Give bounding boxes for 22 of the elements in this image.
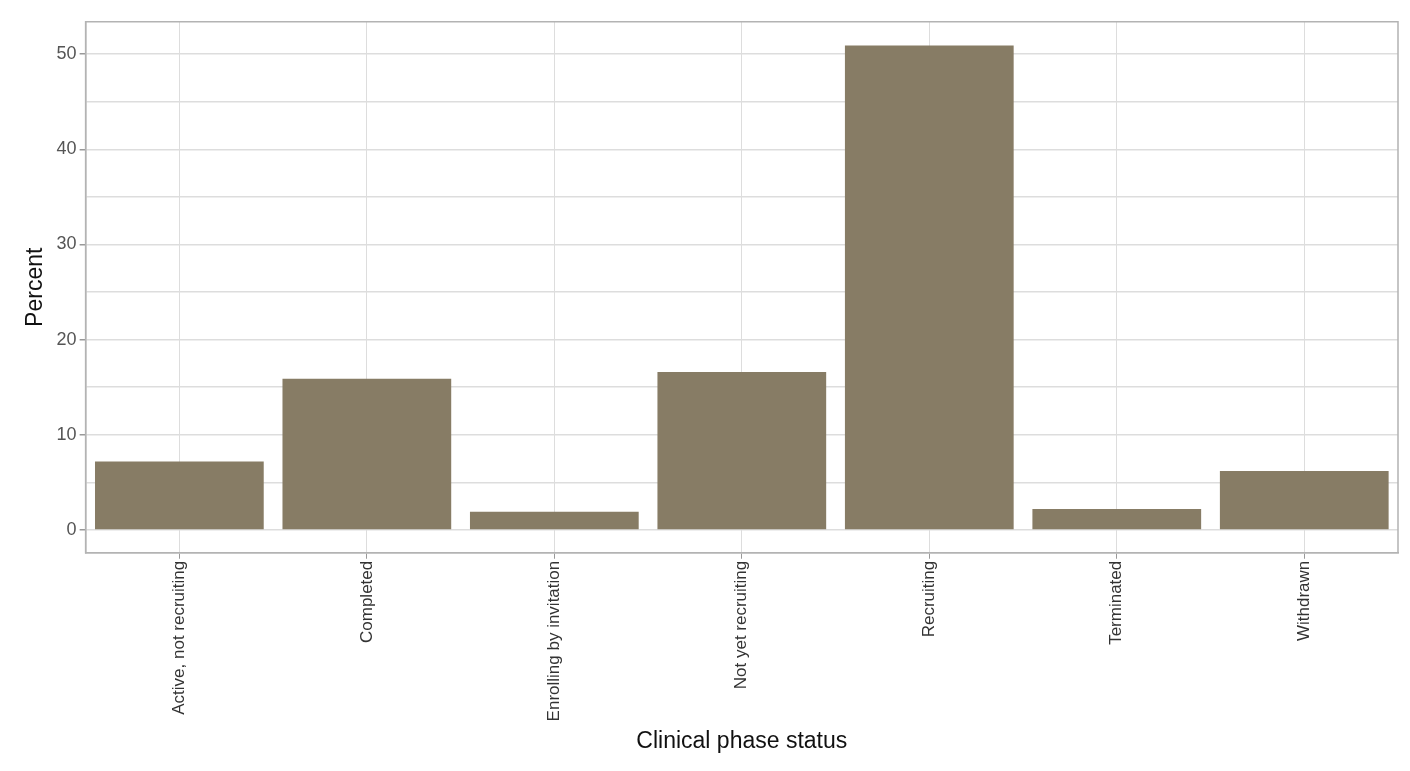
x-tick-label: Terminated: [1106, 560, 1126, 645]
y-tick-label: 40: [56, 138, 77, 159]
bar: [469, 511, 639, 530]
x-tick-label: Active, not recruiting: [169, 560, 189, 715]
x-tick-label: Enrolling by invitation: [544, 560, 564, 722]
y-tick-label: 10: [56, 423, 77, 444]
y-tick-label: 30: [56, 233, 77, 254]
bar: [1032, 508, 1202, 530]
y-tick-label: 50: [56, 43, 77, 64]
y-axis-title: Percent: [21, 247, 48, 327]
x-tick-label: Not yet recruiting: [731, 560, 751, 690]
y-tick-label: 0: [66, 518, 77, 539]
bar: [657, 371, 827, 530]
x-axis-title: Clinical phase status: [636, 726, 848, 753]
bar: [1219, 470, 1389, 530]
x-tick-label: Recruiting: [918, 560, 938, 638]
y-tick-label: 20: [56, 328, 77, 349]
x-tick-label: Completed: [356, 560, 376, 643]
bar: [282, 378, 452, 530]
bar: [844, 45, 1014, 530]
x-tick-label: Withdrawn: [1293, 560, 1313, 642]
bar: [95, 461, 264, 530]
